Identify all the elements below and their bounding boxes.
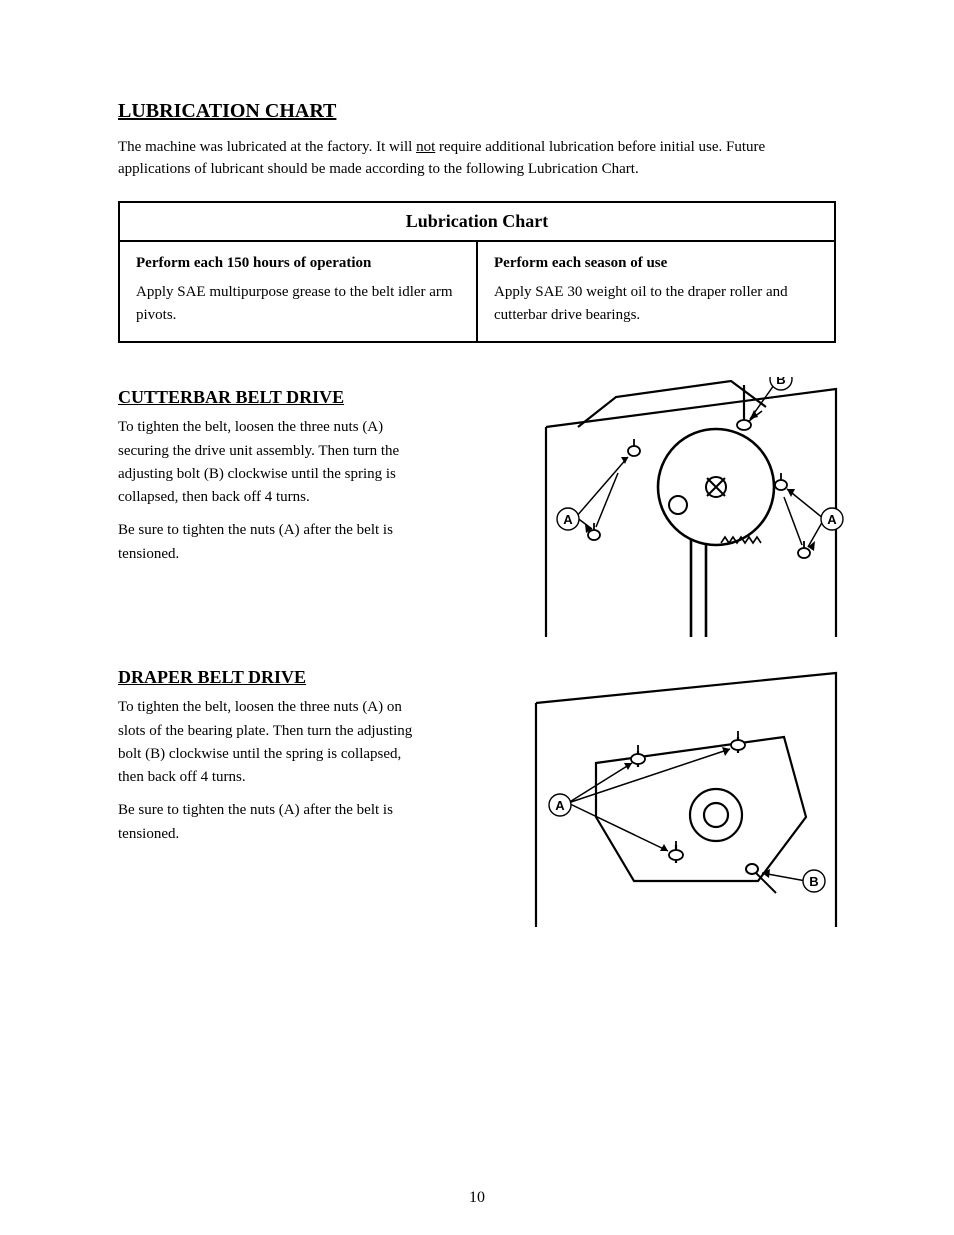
cutterbar-section: CUTTERBAR BELT DRIVE To tighten the belt… [118,387,836,647]
draper-p2: Be sure to tighten the nuts (A) after th… [118,799,418,846]
draper-body: To tighten the belt, loosen the three nu… [118,696,418,846]
intro-not: not [416,139,435,155]
table-cell-left: Perform each 150 hours of operation Appl… [119,241,477,343]
table-row: Perform each 150 hours of operation Appl… [119,241,835,343]
draper-callout-a-icon: A [555,798,565,813]
draper-svg: A B [506,667,866,927]
table-header: Lubrication Chart [119,202,835,241]
page-number: 10 [0,1189,954,1207]
cell-head-right: Perform each season of use [494,252,818,275]
cutterbar-p2: Be sure to tighten the nuts (A) after th… [118,519,418,566]
cutterbar-figure: A A B [506,377,866,637]
page-root: LUBRICATION CHART The machine was lubric… [0,0,954,1235]
cell-body-left: Apply SAE multipurpose grease to the bel… [136,281,460,328]
cutterbar-body: To tighten the belt, loosen the three nu… [118,416,418,566]
draper-figure: A B [506,667,866,927]
lubrication-heading: LUBRICATION CHART [118,100,836,123]
cutterbar-svg: A A B [506,377,866,637]
callout-a2-icon: A [827,512,837,527]
table-cell-right: Perform each season of use Apply SAE 30 … [477,241,835,343]
draper-section: DRAPER BELT DRIVE To tighten the belt, l… [118,667,836,947]
intro-prefix: The machine was lubricated at the factor… [118,139,416,155]
cell-body-right: Apply SAE 30 weight oil to the draper ro… [494,281,818,328]
callout-b-icon: B [776,377,785,387]
cutterbar-p1: To tighten the belt, loosen the three nu… [118,416,418,509]
lubrication-intro: The machine was lubricated at the factor… [118,137,836,181]
draper-p1: To tighten the belt, loosen the three nu… [118,696,418,789]
draper-callout-b-icon: B [809,874,818,889]
cell-head-left: Perform each 150 hours of operation [136,252,460,275]
lubrication-table: Lubrication Chart Perform each 150 hours… [118,201,836,344]
callout-a-icon: A [563,512,573,527]
